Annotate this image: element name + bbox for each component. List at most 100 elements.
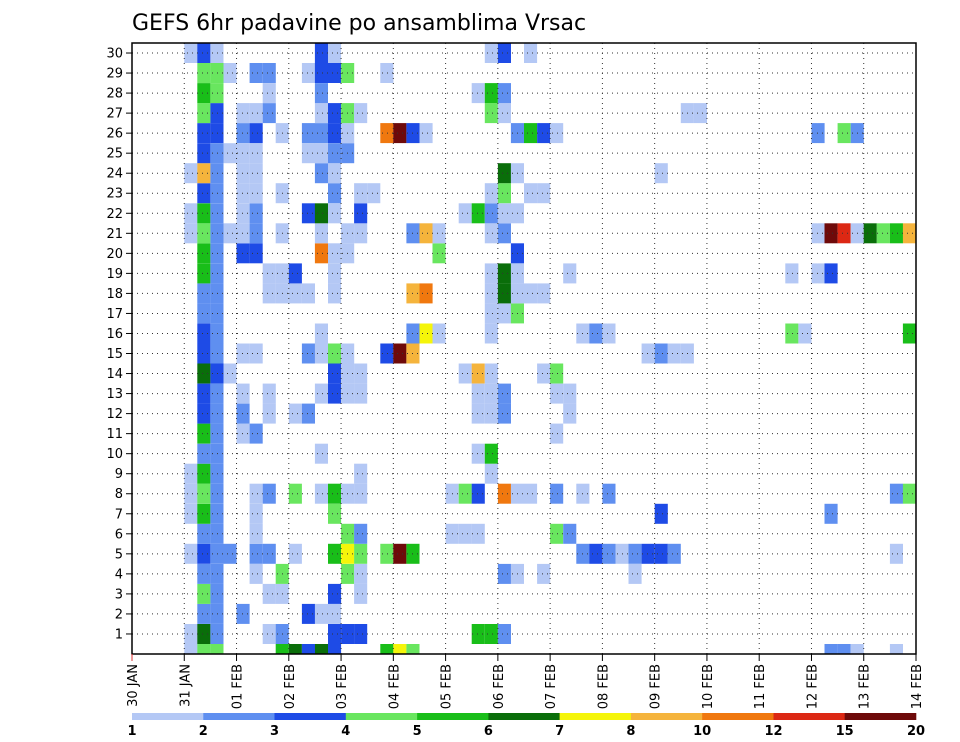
heatmap-cell (197, 644, 211, 654)
heatmap-cell (197, 363, 211, 384)
heatmap-cell (889, 223, 903, 244)
heatmap-cell (524, 483, 538, 504)
heatmap-cell (328, 503, 342, 524)
heatmap-cell (314, 83, 328, 104)
heatmap-cell (497, 283, 511, 304)
heatmap-cell (301, 644, 315, 654)
heatmap-cell (497, 303, 511, 324)
heatmap-cell (197, 503, 211, 524)
heatmap-cell (210, 403, 224, 424)
heatmap-cell (654, 503, 668, 524)
heatmap-cell (824, 223, 838, 244)
heatmap-cell (249, 563, 263, 584)
heatmap-cell (223, 143, 237, 164)
heatmap-cell (328, 583, 342, 604)
heatmap-cell (824, 503, 838, 524)
heatmap-cell (654, 343, 668, 364)
y-tick-label: 4 (115, 567, 123, 582)
heatmap-cell (262, 583, 276, 604)
heatmap-cell (393, 644, 407, 654)
heatmap-cell (197, 83, 211, 104)
heatmap-cell (197, 223, 211, 244)
heatmap-cell (484, 223, 498, 244)
x-tick-label: 02 FEB (283, 664, 298, 709)
heatmap-cell (328, 263, 342, 284)
heatmap-cell (210, 503, 224, 524)
heatmap-cell (210, 443, 224, 464)
colorbar-swatch (274, 713, 347, 720)
heatmap-cell (889, 483, 903, 504)
heatmap-cell (497, 203, 511, 224)
colorbar-label: 5 (413, 724, 422, 739)
heatmap-cell (667, 343, 681, 364)
heatmap-cell (249, 243, 263, 264)
y-tick-label: 27 (106, 107, 123, 122)
heatmap-cell (197, 523, 211, 544)
heatmap-cell (419, 123, 433, 144)
heatmap-cell (249, 163, 263, 184)
heatmap-cell (354, 203, 368, 224)
heatmap-cell (314, 223, 328, 244)
heatmap-cell (484, 263, 498, 284)
heatmap-cell (380, 644, 394, 654)
heatmap-cell (249, 343, 263, 364)
heatmap-cell (184, 223, 198, 244)
heatmap-cell (197, 443, 211, 464)
heatmap-cell (354, 183, 368, 204)
heatmap-cell (197, 103, 211, 124)
heatmap-cell (354, 463, 368, 484)
heatmap-cell (484, 624, 498, 644)
x-tick-label: 03 FEB (335, 664, 350, 709)
y-tick-label: 8 (115, 487, 123, 502)
heatmap-cell (262, 63, 276, 83)
heatmap-cell (197, 624, 211, 644)
heatmap-cell (288, 263, 302, 284)
heatmap-cell (197, 123, 211, 144)
heatmap-cell (249, 63, 263, 83)
heatmap-cell (328, 243, 342, 264)
heatmap-cell (314, 103, 328, 124)
heatmap-cell (314, 603, 328, 624)
heatmap-cell (471, 443, 485, 464)
heatmap-cell (236, 123, 250, 144)
heatmap-cell (197, 343, 211, 364)
heatmap-cell (210, 163, 224, 184)
heatmap-cell (458, 363, 472, 384)
heatmap-cell (249, 103, 263, 124)
x-axis-ticks: 30 JAN 31 JAN 01 FEB 02 FEB 03 FEB 04 FEB 05 F… (126, 654, 925, 709)
colorbar-swatch (203, 713, 275, 720)
heatmap-cell (484, 323, 498, 344)
heatmap-cell (432, 243, 446, 264)
colorbar-label: 6 (484, 724, 493, 739)
y-tick-label: 1 (115, 627, 123, 642)
heatmap-cell (824, 263, 838, 284)
heatmap-cell (354, 523, 368, 544)
colorbar-swatch (773, 713, 846, 720)
colorbar-label: 4 (341, 724, 350, 739)
heatmap-cell (484, 283, 498, 304)
heatmap-cell (837, 644, 851, 654)
heatmap-cell (524, 283, 538, 304)
heatmap-cell (210, 383, 224, 404)
x-tick-label: 31 JAN (178, 664, 193, 707)
heatmap-cell (484, 443, 498, 464)
heatmap-cell (328, 63, 342, 83)
heatmap-cell (641, 543, 655, 564)
heatmap-cell (876, 223, 890, 244)
heatmap-cell (210, 203, 224, 224)
heatmap-cell (328, 183, 342, 204)
heatmap-cell (184, 624, 198, 644)
heatmap-cell (484, 103, 498, 124)
heatmap-cell (236, 183, 250, 204)
plot-frame (131, 42, 917, 655)
heatmap-cell (210, 243, 224, 264)
heatmap-cell (223, 543, 237, 564)
heatmap-cell (197, 163, 211, 184)
heatmap-cell (210, 563, 224, 584)
y-tick-label: 5 (115, 547, 123, 562)
heatmap-cell (210, 343, 224, 364)
heatmap-cell (197, 403, 211, 424)
heatmap-cell (236, 243, 250, 264)
heatmap-cell (314, 123, 328, 144)
